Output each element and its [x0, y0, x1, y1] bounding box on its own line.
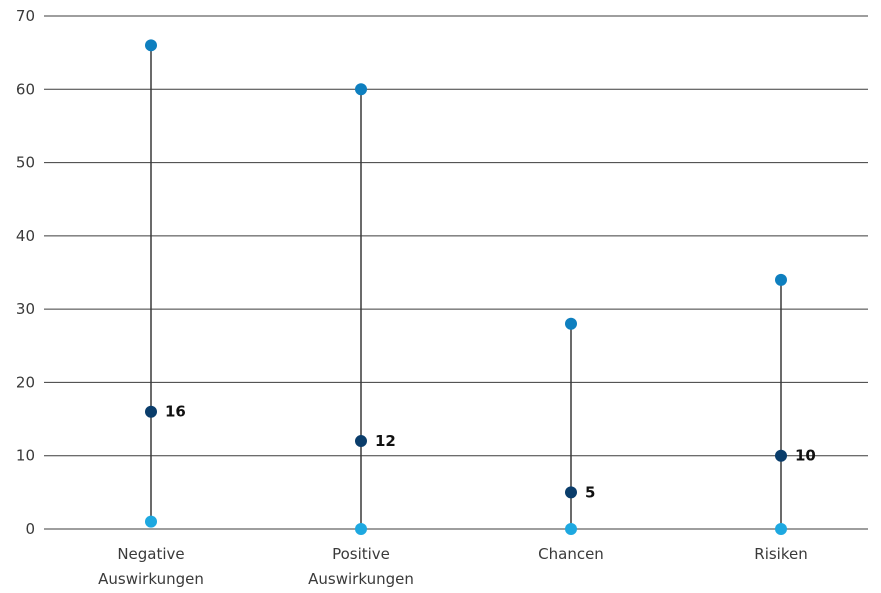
category-label-0-0: Negative	[117, 545, 184, 563]
point-s1-c1	[355, 435, 367, 448]
y-tick-label-60: 60	[16, 80, 35, 98]
point-s0-c1	[355, 83, 367, 96]
data-points	[145, 39, 787, 535]
point-s0-c2	[565, 317, 577, 330]
point-s2-c1	[355, 523, 367, 535]
y-tick-label-20: 20	[16, 373, 35, 391]
point-s2-c2	[565, 523, 577, 535]
y-tick-label-0: 0	[25, 520, 35, 538]
point-s1-c3	[775, 449, 787, 462]
point-s1-c2	[565, 486, 577, 499]
point-s0-c3	[775, 273, 787, 286]
y-tick-label-50: 50	[16, 154, 35, 172]
y-tick-label-30: 30	[16, 300, 35, 318]
point-s0-c0	[145, 39, 157, 52]
data-label-c1: 12	[375, 432, 396, 450]
category-label-3-0: Risiken	[754, 545, 807, 563]
point-s2-c0	[145, 515, 157, 528]
point-s1-c0	[145, 405, 157, 418]
y-tick-label-70: 70	[16, 7, 35, 25]
data-label-c0: 16	[165, 403, 186, 421]
gridlines	[44, 15, 868, 530]
category-label-2-0: Chancen	[538, 545, 604, 563]
point-s2-c3	[775, 523, 787, 535]
category-label-1-1: Auswirkungen	[308, 570, 414, 588]
y-tick-label-10: 10	[16, 447, 35, 465]
category-label-0-1: Auswirkungen	[98, 570, 204, 588]
y-tick-label-40: 40	[16, 227, 35, 245]
data-label-c3: 10	[795, 447, 816, 465]
data-label-c2: 5	[585, 483, 595, 501]
range-lines	[150, 45, 782, 529]
y-axis-tick-labels: 0 10 20 30 40 50 60 70	[16, 7, 35, 538]
category-label-1-0: Positive	[332, 545, 390, 563]
x-axis-category-labels: Negative Auswirkungen Positive Auswirkungen…	[98, 545, 808, 588]
data-labels: 16 12 5 10	[165, 403, 816, 502]
